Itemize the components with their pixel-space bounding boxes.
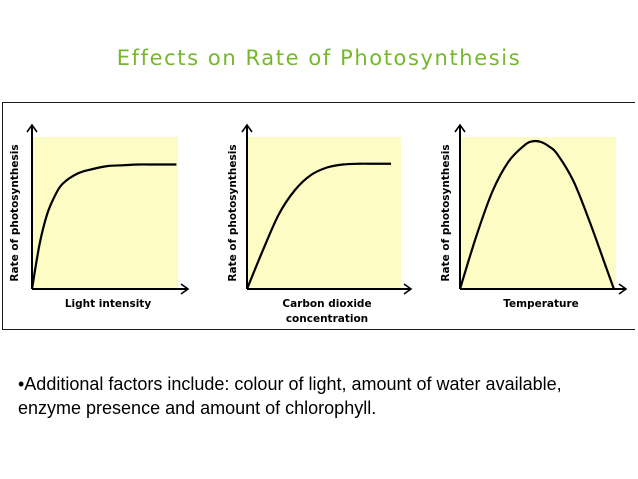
x-axis-label: Light intensity <box>65 298 152 310</box>
figure-panel: Rate of photosynthesis Light intensity Rat… <box>2 102 635 330</box>
y-axis-arrow <box>26 123 38 133</box>
rate-curve <box>458 139 615 290</box>
plot-background <box>32 137 178 289</box>
y-axis-label: Rate of photosynthesis <box>440 144 452 281</box>
y-axis-label: Rate of photosynthesis <box>227 144 239 281</box>
x-axis-arrow <box>403 283 413 295</box>
x-axis-label: concentration <box>286 313 368 325</box>
plot-background <box>460 137 616 289</box>
x-axis-label: Carbon dioxide <box>282 298 371 310</box>
y-axis-label: Rate of photosynthesis <box>9 144 21 281</box>
y-axis-arrow <box>454 123 466 133</box>
x-axis-arrow <box>180 283 190 295</box>
x-axis-arrow <box>618 283 628 295</box>
x-axis-label: Temperature <box>503 298 579 310</box>
rate-curve <box>30 163 177 290</box>
charts-figure: Rate of photosynthesis Light intensity Rat… <box>9 123 628 325</box>
plot-background <box>247 137 401 289</box>
bullet-text: •Additional factors include: colour of l… <box>18 374 562 418</box>
slide-title: Effects on Rate of Photosynthesis <box>116 46 522 70</box>
rate-curve <box>245 162 391 290</box>
y-axis-arrow <box>241 123 253 133</box>
